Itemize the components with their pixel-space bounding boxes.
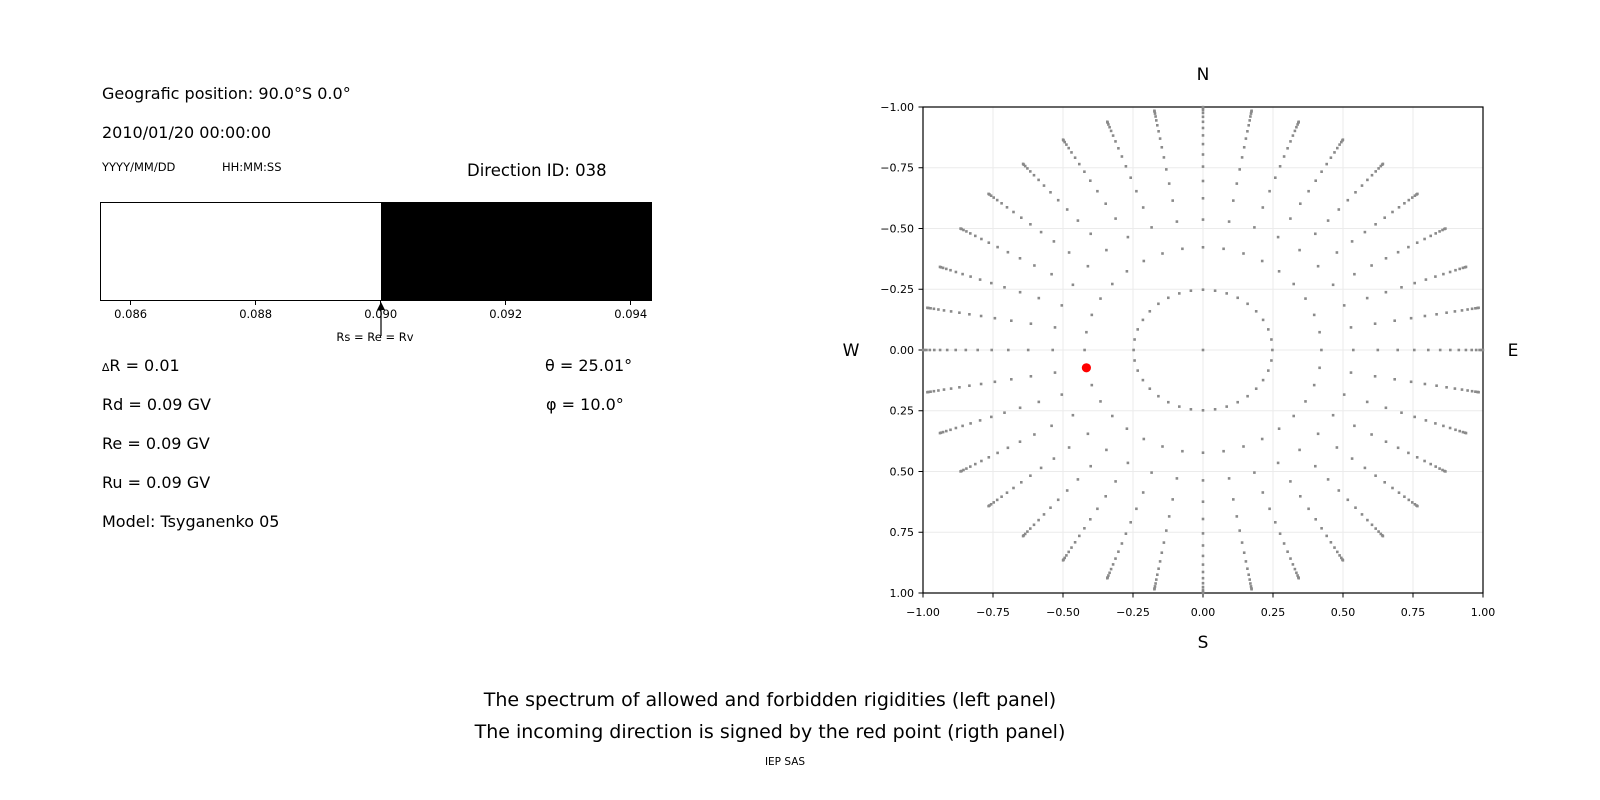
x-tick-label: 0.25 <box>1261 606 1286 619</box>
geographic-position-label: Geografic position: 90.0°S 0.0° <box>102 84 351 103</box>
south-label: S <box>1198 633 1209 653</box>
phi-value: φ = 10.0° <box>546 395 624 414</box>
spectrum-tick-label: 0.088 <box>239 307 273 321</box>
model-value: Model: Tsyganenko 05 <box>102 512 280 531</box>
x-tick-label: 1.00 <box>1471 606 1496 619</box>
delta-r-value: ∆R = 0.01 <box>102 357 180 375</box>
theta-value: θ = 25.01° <box>545 356 633 375</box>
x-tick-label: 0.50 <box>1331 606 1356 619</box>
x-tick-label: −1.00 <box>906 606 940 619</box>
x-tick-label: 0.00 <box>1191 606 1216 619</box>
caption-line2: The incoming direction is signed by the … <box>474 721 1066 743</box>
spectrum-tick-label: 0.092 <box>489 307 523 321</box>
ru-value: Ru = 0.09 GV <box>102 473 211 492</box>
y-tick-label: −1.00 <box>880 101 914 114</box>
direction-id-label: Direction ID: 038 <box>467 161 607 180</box>
forbidden-region <box>380 203 651 300</box>
spectrum-tick-label: 0.086 <box>114 307 148 321</box>
x-tick-label: −0.25 <box>1116 606 1150 619</box>
spectrum-tick <box>255 300 257 305</box>
rd-value: Rd = 0.09 GV <box>102 395 211 414</box>
y-tick-label: −0.25 <box>880 283 914 296</box>
re-value: Re = 0.09 GV <box>102 434 210 453</box>
y-tick-label: 0.25 <box>890 405 915 418</box>
spectrum-tick <box>505 300 507 305</box>
caption-line1: The spectrum of allowed and forbidden ri… <box>483 689 1057 711</box>
y-tick-label: −0.50 <box>880 222 914 235</box>
credit-label: IEP SAS <box>764 756 806 768</box>
spectrum-tick <box>630 300 632 305</box>
time-format-label: HH:MM:SS <box>222 160 282 174</box>
y-tick-label: 1.00 <box>890 587 915 600</box>
direction-dots <box>921 105 1485 595</box>
x-tick-label: 0.75 <box>1401 606 1426 619</box>
y-tick-label: −0.75 <box>880 162 914 175</box>
north-label: N <box>1197 65 1210 85</box>
rigidity-spectrum-bar <box>100 202 652 301</box>
spectrum-tick <box>380 300 382 305</box>
red-direction-point <box>1081 363 1091 373</box>
x-tick-label: −0.50 <box>1046 606 1080 619</box>
x-tick-label: −0.75 <box>976 606 1010 619</box>
axis-ticks: −1.00 1.00 −0.75 0.75 −0.50 0.50 −0.25 0.25 0.00… <box>880 101 1495 619</box>
date-format-label: YYYY/MM/DD <box>102 160 176 174</box>
y-tick-label: 0.00 <box>890 344 915 357</box>
datetime-label: 2010/01/20 00:00:00 <box>102 123 272 142</box>
direction-plot: −1.00 1.00 −0.75 0.75 −0.50 0.50 −0.25 0.25 0.00… <box>843 65 1519 653</box>
spectrum-tick-label: 0.094 <box>614 307 648 321</box>
cutoff-arrow <box>377 302 385 336</box>
east-label: E <box>1508 341 1519 361</box>
west-label: W <box>843 341 860 361</box>
compass-labels: N S W E <box>843 65 1519 653</box>
y-tick-label: 0.75 <box>890 526 915 539</box>
delta-symbol: ∆ <box>102 361 110 374</box>
y-tick-label: 0.50 <box>890 465 915 478</box>
spectrum-tick <box>130 300 132 305</box>
rs-re-rv-label: Rs = Re = Rv <box>336 330 414 344</box>
delta-r-text: R = 0.01 <box>109 356 180 375</box>
